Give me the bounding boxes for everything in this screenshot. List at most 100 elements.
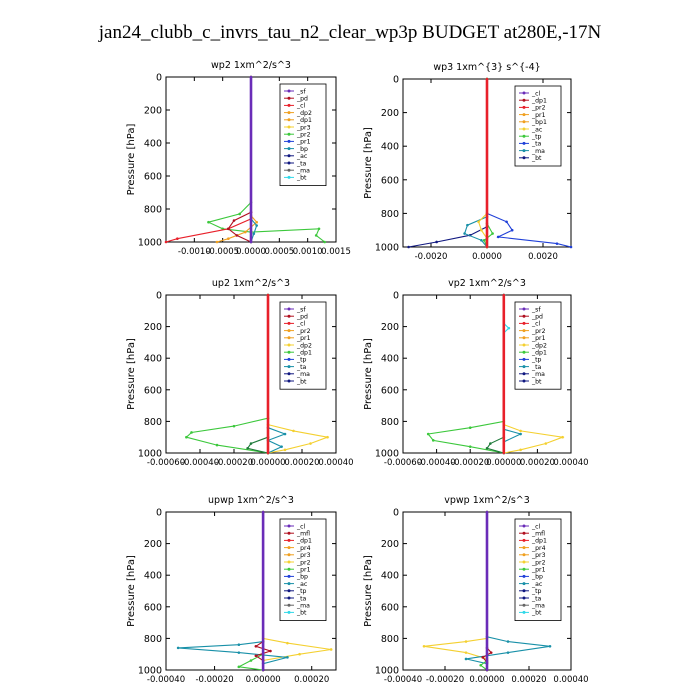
- y-tick-label: 800: [381, 209, 399, 220]
- legend-marker: [287, 357, 291, 361]
- data-point: [254, 645, 258, 648]
- data-point: [485, 446, 489, 450]
- y-tick-label: 1000: [375, 243, 399, 254]
- legend-marker: [522, 567, 526, 571]
- legend-entry: _ta: [296, 364, 307, 371]
- legend-entry: _ma: [296, 168, 310, 175]
- legend-entry: _cl: [296, 523, 305, 530]
- legend-entry: _bt: [296, 378, 307, 385]
- data-point: [422, 645, 426, 648]
- data-point: [255, 220, 258, 224]
- legend-marker: [522, 582, 526, 586]
- data-point: [309, 442, 312, 445]
- data-point: [482, 238, 486, 242]
- data-point: [252, 232, 256, 236]
- data-point: [480, 228, 483, 232]
- data-point: [266, 293, 270, 297]
- legend-entry: _ta: [531, 141, 542, 148]
- data-point: [164, 240, 168, 244]
- x-tick-label: -0.00060: [384, 458, 422, 468]
- legend: _sf_pd_cl_dp2_dp1_pr3_pr2_pr1_bp_ac_ta_m…: [279, 83, 327, 186]
- data-point: [280, 445, 283, 448]
- y-axis-label: Pressure [hPa]: [363, 555, 374, 627]
- x-tick-label: -0.0020: [415, 252, 448, 262]
- legend-entry: _dp1: [296, 350, 312, 357]
- data-point: [485, 245, 489, 249]
- data-point: [317, 227, 321, 231]
- data-point: [468, 445, 472, 448]
- legend-entry: _ta: [296, 160, 307, 167]
- data-point: [502, 293, 506, 297]
- legend-entry: _bt: [531, 378, 542, 385]
- legend-marker: [287, 343, 291, 347]
- y-tick-label: 200: [144, 322, 162, 333]
- y-tick-label: 1000: [375, 666, 399, 677]
- legend-entry: _ma: [531, 148, 545, 155]
- y-axis-label: Pressure [hPa]: [363, 127, 374, 199]
- legend-marker: [522, 610, 526, 614]
- legend-marker: [522, 603, 526, 607]
- legend-entry: _pr2: [531, 105, 546, 112]
- legend-entry: _bt: [531, 155, 542, 162]
- legend-marker: [522, 365, 526, 369]
- legend-entry: _ta: [531, 595, 542, 602]
- data-point: [207, 220, 210, 224]
- legend-marker: [287, 524, 291, 528]
- legend-marker: [287, 589, 291, 593]
- legend-marker: [522, 343, 526, 347]
- legend-marker: [287, 111, 291, 115]
- y-tick-label: 200: [381, 108, 399, 119]
- legend-entry: _tp: [296, 588, 307, 595]
- legend-marker: [287, 329, 291, 333]
- y-tick-label: 1000: [138, 666, 162, 677]
- panel-5: upwp 1xm^2/s^3 Pressure [hPa] 0 200 400 600 80…: [126, 495, 337, 685]
- y-tick-label: 400: [144, 354, 162, 365]
- legend-marker: [522, 379, 526, 383]
- panel-title: wp3 1xm^{3} s^{-4}: [433, 62, 540, 73]
- data-point: [237, 665, 241, 669]
- legend-marker: [287, 307, 291, 311]
- legend-marker: [287, 132, 291, 136]
- legend-marker: [522, 596, 526, 600]
- legend-marker: [522, 524, 526, 528]
- x-tick-label: 0.00040: [553, 675, 588, 685]
- legend-marker: [287, 560, 291, 564]
- legend-entry: _pr1: [296, 567, 311, 574]
- legend-entry: _sf: [531, 306, 541, 313]
- series-line: [427, 295, 505, 454]
- series-line: [185, 295, 269, 454]
- series-line: [423, 512, 488, 670]
- data-point: [261, 668, 265, 672]
- legend-marker: [287, 147, 291, 151]
- legend-marker: [287, 103, 291, 107]
- legend-entry: _dp1: [531, 538, 547, 545]
- y-tick-label: 600: [144, 172, 162, 183]
- y-tick-label: 600: [144, 385, 162, 396]
- series-line: [246, 295, 269, 454]
- panel-3: up2 1xm^2/s^3 Pressure [hPa] 0 200 400 600 800…: [126, 278, 354, 468]
- legend-marker: [522, 531, 526, 535]
- data-point: [254, 654, 258, 658]
- legend-marker: [287, 603, 291, 607]
- legend-entry: _ma: [296, 603, 310, 610]
- data-point: [232, 424, 236, 428]
- data-point: [489, 651, 493, 654]
- data-point: [323, 240, 326, 244]
- legend-entry: _cl: [296, 321, 305, 328]
- data-point: [506, 640, 510, 643]
- x-tick-label: 0.00020: [294, 675, 329, 685]
- legend-entry: _bt: [296, 175, 307, 182]
- legend-marker: [287, 96, 291, 100]
- y-tick-label: 1000: [375, 449, 399, 460]
- legend-entry: _pr2: [531, 328, 546, 335]
- legend-marker: [287, 538, 291, 542]
- legend-entry: _dp1: [296, 117, 312, 124]
- legend-marker: [522, 141, 526, 145]
- legend-marker: [522, 120, 526, 124]
- data-point: [464, 640, 468, 643]
- legend-marker: [522, 98, 526, 102]
- legend-entry: _cl: [531, 523, 540, 530]
- legend-entry: _sf: [296, 306, 306, 313]
- data-point: [227, 237, 230, 240]
- legend-entry: _pr4: [296, 545, 311, 552]
